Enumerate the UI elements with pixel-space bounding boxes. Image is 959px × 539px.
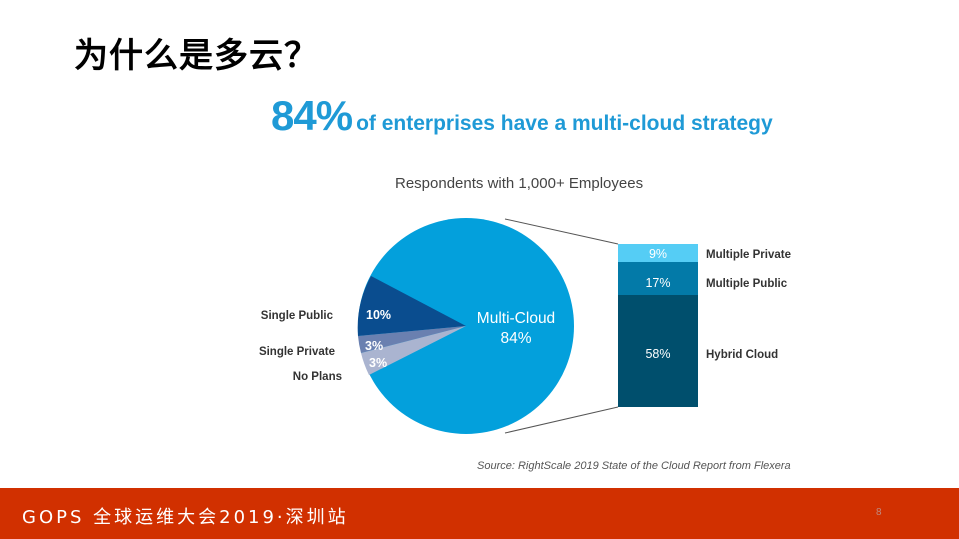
label-multiple-private: Multiple Private <box>706 249 791 261</box>
label-single-public: Single Public <box>261 310 334 322</box>
headline: 84% of enterprises have a multi-cloud str… <box>271 92 773 140</box>
bar-value-multiple-private: 9% <box>649 247 667 261</box>
bar-hybrid-cloud <box>618 295 698 407</box>
source-citation: Source: RightScale 2019 State of the Clo… <box>477 460 791 472</box>
pie-slice-single-private <box>358 326 466 353</box>
chart-subtitle: Respondents with 1,000+ Employees <box>395 175 644 192</box>
pie-slice-no-plans <box>361 326 466 375</box>
connector-bottom <box>504 406 619 434</box>
slide-title: 为什么是多云？ <box>74 36 319 76</box>
label-no-plans: No Plans <box>293 371 342 383</box>
label-multiple-public: Multiple Public <box>706 278 788 290</box>
pie-value-no-plans: 3% <box>369 356 387 370</box>
label-hybrid-cloud: Hybrid Cloud <box>706 349 778 361</box>
footer-text: GOPS 全球运维大会2019·深圳站 <box>22 507 349 528</box>
bar-multiple-public <box>618 262 698 295</box>
pie-label-multi-cloud: Multi-Cloud <box>477 310 555 327</box>
pie-slice-single-public <box>357 276 466 336</box>
headline-text: of enterprises have a multi-cloud strate… <box>356 112 773 135</box>
pie-value-single-public: 10% <box>366 308 391 322</box>
footer-bar: GOPS 全球运维大会2019·深圳站 8 <box>0 488 959 539</box>
pie-value-multi-cloud: 84% <box>500 330 531 347</box>
bar-multiple-private <box>618 244 698 262</box>
headline-percent: 84% <box>271 92 353 139</box>
bar-value-multiple-public: 17% <box>645 276 670 290</box>
page-number: 8 <box>876 507 882 518</box>
connector-top <box>504 218 619 245</box>
pie-value-single-private: 3% <box>365 339 383 353</box>
bar-value-hybrid-cloud: 58% <box>645 347 670 361</box>
label-single-private: Single Private <box>259 346 335 358</box>
